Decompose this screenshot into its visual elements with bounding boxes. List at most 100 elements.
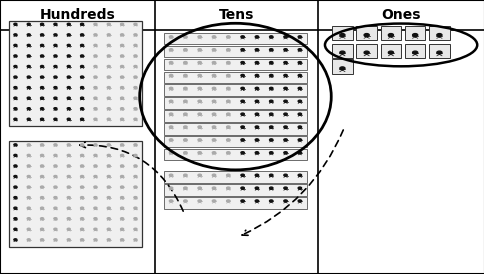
Circle shape	[67, 144, 70, 145]
Circle shape	[134, 44, 136, 46]
Circle shape	[412, 51, 417, 54]
Circle shape	[80, 207, 83, 209]
Bar	[356, 44, 376, 58]
Circle shape	[67, 108, 70, 109]
Circle shape	[54, 186, 57, 188]
Circle shape	[183, 139, 187, 141]
Circle shape	[226, 126, 229, 128]
Circle shape	[107, 175, 110, 177]
Circle shape	[107, 87, 110, 88]
Circle shape	[298, 49, 301, 51]
Circle shape	[67, 97, 70, 99]
Circle shape	[169, 113, 172, 115]
Circle shape	[197, 36, 201, 38]
Circle shape	[41, 239, 44, 241]
Text: Ones: Ones	[381, 8, 420, 22]
Circle shape	[54, 87, 57, 88]
Circle shape	[121, 65, 123, 67]
Circle shape	[80, 55, 83, 57]
Circle shape	[298, 87, 301, 89]
Circle shape	[134, 196, 136, 198]
Circle shape	[107, 165, 110, 167]
Circle shape	[212, 62, 215, 64]
Circle shape	[41, 23, 44, 25]
Circle shape	[241, 187, 244, 189]
Circle shape	[255, 152, 258, 154]
Circle shape	[107, 154, 110, 156]
Circle shape	[134, 97, 136, 99]
Bar	[428, 26, 449, 40]
Circle shape	[169, 62, 172, 64]
Circle shape	[388, 51, 393, 54]
Bar	[164, 110, 306, 122]
Circle shape	[54, 165, 57, 167]
Circle shape	[14, 186, 17, 188]
Circle shape	[107, 108, 110, 109]
Circle shape	[41, 118, 44, 120]
Circle shape	[298, 126, 301, 128]
Circle shape	[94, 76, 97, 78]
Bar	[164, 46, 306, 57]
Circle shape	[169, 87, 172, 89]
Circle shape	[255, 139, 258, 141]
Circle shape	[436, 51, 441, 54]
Circle shape	[41, 154, 44, 156]
Circle shape	[14, 154, 17, 156]
Circle shape	[94, 87, 97, 88]
Circle shape	[27, 239, 30, 241]
Circle shape	[41, 65, 44, 67]
Circle shape	[14, 144, 17, 145]
Circle shape	[14, 207, 17, 209]
Circle shape	[283, 174, 287, 176]
Circle shape	[27, 87, 30, 88]
Circle shape	[169, 152, 172, 154]
Circle shape	[94, 165, 97, 167]
Circle shape	[241, 49, 244, 51]
Circle shape	[80, 228, 83, 230]
Circle shape	[134, 186, 136, 188]
Circle shape	[54, 76, 57, 78]
Circle shape	[94, 108, 97, 109]
Circle shape	[121, 218, 123, 219]
Circle shape	[183, 200, 187, 202]
Circle shape	[183, 187, 187, 189]
Circle shape	[255, 62, 258, 64]
Circle shape	[107, 228, 110, 230]
Circle shape	[80, 87, 83, 88]
Circle shape	[80, 144, 83, 145]
Circle shape	[212, 187, 215, 189]
Bar	[164, 59, 306, 70]
Circle shape	[269, 187, 272, 189]
Circle shape	[54, 55, 57, 57]
Circle shape	[269, 100, 272, 102]
Circle shape	[27, 97, 30, 99]
Circle shape	[80, 165, 83, 167]
Circle shape	[241, 174, 244, 176]
Circle shape	[134, 34, 136, 36]
Bar	[164, 149, 306, 160]
Circle shape	[212, 152, 215, 154]
Circle shape	[212, 36, 215, 38]
Circle shape	[27, 207, 30, 209]
Circle shape	[107, 186, 110, 188]
Bar	[356, 26, 376, 40]
Circle shape	[169, 36, 172, 38]
Circle shape	[94, 154, 97, 156]
Circle shape	[14, 118, 17, 120]
Circle shape	[41, 108, 44, 109]
Circle shape	[67, 165, 70, 167]
Circle shape	[121, 34, 123, 36]
Circle shape	[183, 87, 187, 89]
Circle shape	[255, 49, 258, 51]
Circle shape	[197, 126, 201, 128]
Circle shape	[14, 23, 17, 25]
Circle shape	[121, 87, 123, 88]
Circle shape	[94, 144, 97, 145]
Circle shape	[197, 139, 201, 141]
Circle shape	[241, 200, 244, 202]
Circle shape	[134, 108, 136, 109]
Circle shape	[183, 126, 187, 128]
Circle shape	[94, 34, 97, 36]
Circle shape	[67, 207, 70, 209]
Circle shape	[226, 113, 229, 115]
